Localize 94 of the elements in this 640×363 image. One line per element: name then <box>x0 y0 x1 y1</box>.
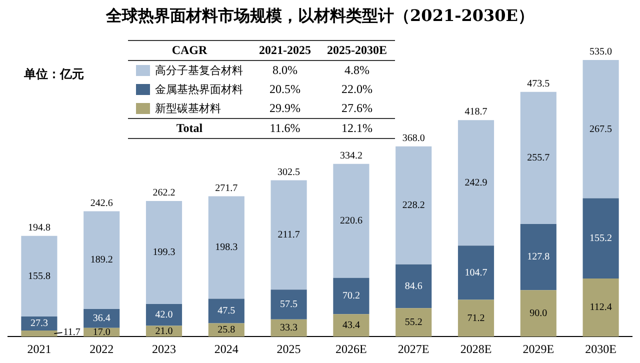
data-label: 90.0 <box>530 308 548 319</box>
data-label: 70.2 <box>342 290 360 302</box>
total-label: 334.2 <box>340 150 362 162</box>
data-label: 228.2 <box>402 200 425 211</box>
x-tick-label: 2026E <box>336 342 367 356</box>
text: 2021-2025 <box>259 43 311 57</box>
x-tick-label: 2029E <box>522 342 554 356</box>
bar <box>270 319 307 337</box>
data-label: 198.3 <box>215 242 238 254</box>
data-label: 267.5 <box>590 124 612 135</box>
bar <box>396 264 432 308</box>
bar <box>333 164 370 278</box>
bar <box>84 308 120 328</box>
bar <box>21 236 58 316</box>
x-tick-label: 2028E <box>460 342 492 356</box>
bar <box>270 290 307 320</box>
data-label: 11.7 <box>63 327 80 338</box>
data-label: 33.3 <box>280 322 298 334</box>
text: 2025-2030E <box>327 43 387 57</box>
data-label: 57.5 <box>280 299 298 310</box>
annotation: Total <box>128 118 251 138</box>
bar <box>208 298 244 324</box>
annotation: 4.8% <box>344 62 370 79</box>
data-label: 104.7 <box>464 267 488 278</box>
data-label: 55.2 <box>404 316 422 328</box>
total-label: 271.7 <box>215 182 238 194</box>
legend-label: 金属基热界面材料 <box>154 82 244 98</box>
bar <box>582 198 619 278</box>
annotation: 22.0% <box>340 81 374 98</box>
annotation: 12.1% <box>319 118 395 138</box>
bar <box>333 314 370 337</box>
data-label: 71.2 <box>467 312 485 324</box>
data-label: 36.4 <box>92 313 110 324</box>
data-label: 211.7 <box>278 230 300 241</box>
y-axis-title: 单位：亿元 <box>24 66 84 83</box>
x-tick-label: 2030E <box>585 342 616 356</box>
data-label: 43.4 <box>342 320 360 332</box>
bar <box>146 201 182 304</box>
chart-title: 全球热界面材料市场规模，以材料类型计（2021-2030E） <box>104 6 535 27</box>
x-tick-label: 2024 <box>214 342 238 356</box>
bar <box>21 330 58 337</box>
total-label: 535.0 <box>590 46 612 58</box>
data-label: 242.9 <box>464 178 488 189</box>
data-label: 127.8 <box>527 252 550 263</box>
total-label: 262.2 <box>152 188 176 199</box>
bar <box>582 278 619 337</box>
bar <box>84 211 120 309</box>
bar <box>396 146 432 264</box>
text: CAGR <box>172 43 208 57</box>
bar <box>21 316 58 331</box>
x-tick-label: 2023 <box>152 342 176 356</box>
data-label: 155.8 <box>28 270 50 282</box>
data-label: 155.2 <box>590 233 612 244</box>
bar <box>270 180 307 290</box>
bar <box>146 304 182 326</box>
bar <box>208 196 244 299</box>
bar <box>396 308 432 337</box>
total-label: 473.5 <box>527 78 550 90</box>
x-tick-label: 2025 <box>276 342 301 356</box>
data-label: 17.0 <box>92 326 110 338</box>
data-label: 27.3 <box>30 318 48 330</box>
legend-label: 新型碳基材料 <box>154 101 222 117</box>
bar <box>520 224 556 290</box>
total-label: 368.0 <box>402 133 425 144</box>
x-tick-label: 2021 <box>27 342 52 356</box>
data-label: 189.2 <box>90 254 113 266</box>
annotation: 29.9% <box>268 100 302 117</box>
annotation: 27.6% <box>340 100 374 117</box>
bar <box>582 60 619 198</box>
bar <box>520 92 556 224</box>
total-label: 242.6 <box>90 198 113 209</box>
bar <box>458 120 494 246</box>
legend-label: 高分子基复合材料 <box>154 63 244 79</box>
data-label: 84.6 <box>404 280 422 292</box>
data-label: 42.0 <box>155 310 173 321</box>
annotation: 11.6% <box>251 118 319 138</box>
total-label: 302.5 <box>278 166 300 178</box>
bar <box>333 278 370 314</box>
bar <box>458 246 494 300</box>
data-label: 25.8 <box>218 324 236 336</box>
total-label: 194.8 <box>28 222 50 234</box>
annotation: 20.5% <box>268 81 302 98</box>
data-label: 112.4 <box>590 302 612 314</box>
data-label: 199.3 <box>152 247 176 258</box>
bar <box>458 300 494 337</box>
bar <box>520 290 556 337</box>
data-label: 255.7 <box>527 152 550 164</box>
annotation: 8.0% <box>272 62 298 79</box>
x-tick-label: 2022 <box>90 342 114 356</box>
data-label: 47.5 <box>218 306 236 317</box>
total-label: 418.7 <box>464 106 488 118</box>
data-label: 21.0 <box>155 326 173 337</box>
x-tick-label: 2027E <box>398 342 430 356</box>
data-label: 220.6 <box>340 215 362 226</box>
